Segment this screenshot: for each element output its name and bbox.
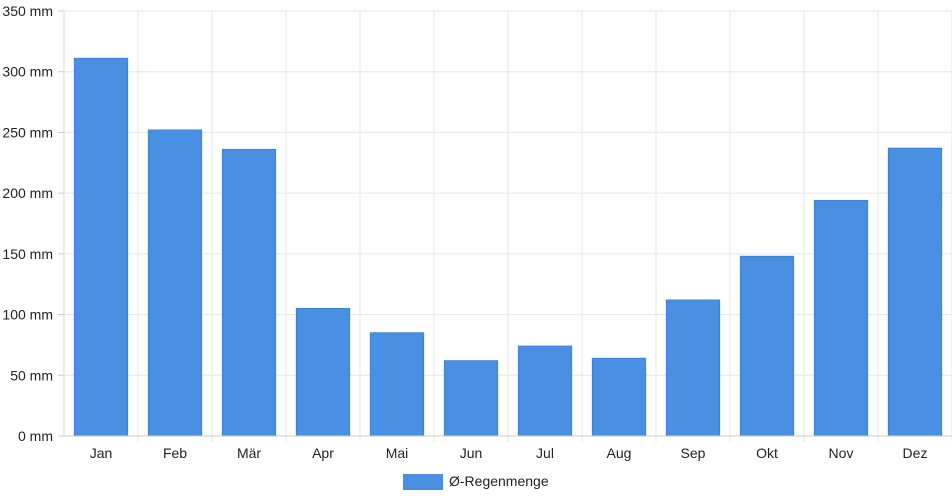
bar-aug[interactable] <box>591 357 647 437</box>
bar-jun[interactable] <box>443 360 499 437</box>
y-tick-label: 200 mm <box>2 185 53 201</box>
y-tick-label: 250 mm <box>2 124 53 140</box>
bar-okt[interactable] <box>739 255 795 437</box>
x-tick-label: Aug <box>607 445 632 461</box>
axes <box>63 11 952 437</box>
x-tick-label: Jul <box>536 445 554 461</box>
x-tick-labels: Jan Feb Mär Apr Mai Jun Jul Aug Sep Okt Nov Dez <box>90 445 928 461</box>
x-tick-label: Dez <box>903 445 928 461</box>
x-tick-label: Nov <box>829 445 854 461</box>
bar-sep[interactable] <box>665 299 721 437</box>
bar-mär[interactable] <box>221 148 277 437</box>
bar-mai[interactable] <box>369 332 425 437</box>
x-tick-label: Apr <box>312 445 334 461</box>
y-tick-label: 150 mm <box>2 246 53 262</box>
y-tick-label: 300 mm <box>2 64 53 80</box>
x-tick-label: Okt <box>756 445 778 461</box>
bar-jan[interactable] <box>73 57 129 437</box>
y-tick-label: 100 mm <box>2 307 53 323</box>
y-tick-label: 50 mm <box>10 367 53 383</box>
legend-swatch[interactable] <box>403 474 443 490</box>
x-tick-label: Mär <box>237 445 261 461</box>
x-tick-label: Feb <box>163 445 187 461</box>
bar-nov[interactable] <box>813 199 869 437</box>
x-tick-label: Mai <box>386 445 409 461</box>
bar-apr[interactable] <box>295 308 351 437</box>
y-tick-label: 350 mm <box>2 3 53 19</box>
legend-label[interactable]: Ø-Regenmenge <box>449 473 549 489</box>
bar-jul[interactable] <box>517 345 573 437</box>
legend[interactable]: Ø-Regenmenge <box>403 473 549 490</box>
x-tick-label: Jan <box>90 445 113 461</box>
x-tick-label: Sep <box>681 445 706 461</box>
bar-dez[interactable] <box>887 147 943 437</box>
x-tick-label: Jun <box>460 445 483 461</box>
bar-feb[interactable] <box>147 129 203 437</box>
grid-lines <box>58 10 952 442</box>
y-tick-label: 0 mm <box>18 428 53 444</box>
bars <box>73 57 943 437</box>
y-tick-labels: 0 mm 50 mm 100 mm 150 mm 200 mm 250 mm 300 mm 3… <box>2 3 53 444</box>
